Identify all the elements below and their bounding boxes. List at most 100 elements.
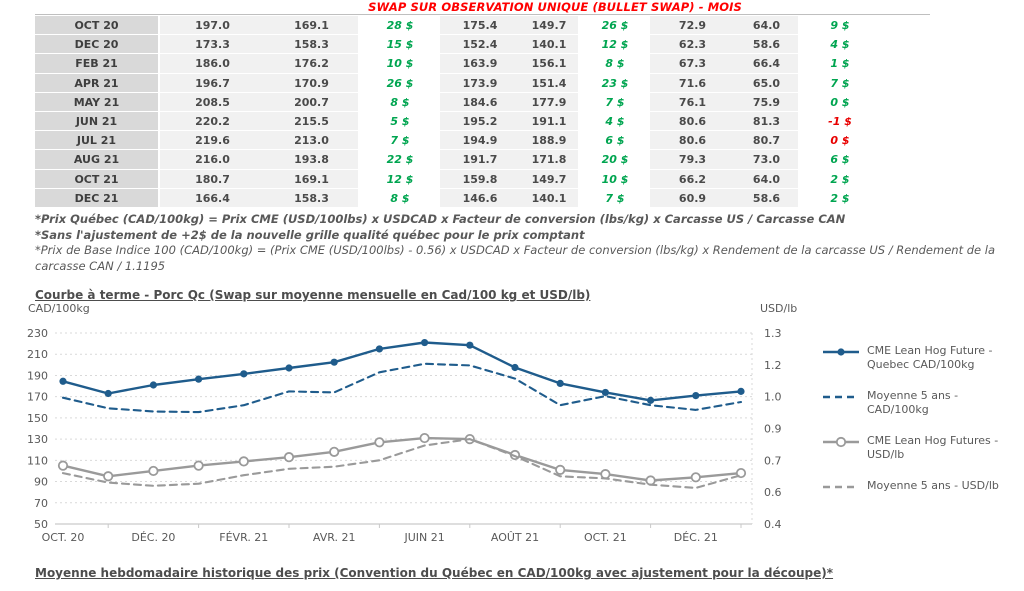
x-axis-tick-label: OCT. 21	[584, 531, 627, 544]
value-cell: 194.9	[440, 131, 520, 151]
diff-cell: 12 $	[580, 35, 650, 55]
month-cell: FEB 21	[35, 54, 160, 74]
legend-item-3: Moyenne 5 ans - USD/lb	[822, 479, 1014, 493]
value-cell: 171.8	[520, 150, 580, 170]
spacer-cell	[880, 111, 930, 132]
value-cell: 64.0	[735, 169, 800, 189]
value-cell: 75.9	[735, 92, 800, 112]
value-cell: 140.1	[520, 188, 580, 208]
value-cell: 180.7	[160, 169, 265, 189]
spacer-cell	[880, 92, 930, 112]
value-cell: 169.1	[265, 16, 360, 36]
spacer-cell	[880, 35, 930, 55]
right-axis-title: USD/lb	[760, 302, 797, 315]
diff-cell: 6 $	[800, 150, 880, 170]
value-cell: 195.2	[440, 111, 520, 132]
series-marker	[148, 465, 159, 477]
month-cell: DEC 20	[35, 35, 160, 55]
value-cell: 186.0	[160, 54, 265, 74]
swap-table: OCT 20 197.0 169.1 28 $175.4 149.7 26 $72.9 64…	[35, 16, 930, 208]
month-cell: JUL 21	[35, 131, 160, 151]
footnote-prix-quebec: *Prix Québec (CAD/100kg) = Prix CME (USD…	[35, 212, 846, 226]
series-line-0	[61, 341, 743, 402]
diff-cell: 26 $	[580, 16, 650, 36]
spacer-cell	[880, 188, 930, 208]
series-marker	[511, 363, 519, 372]
value-cell: 215.5	[265, 111, 360, 132]
footnotes-block: *Prix Québec (CAD/100kg) = Prix CME (USD…	[35, 212, 1010, 274]
title-divider	[35, 14, 930, 15]
value-cell: 156.1	[520, 54, 580, 74]
series-marker	[601, 388, 610, 397]
series-marker	[193, 460, 204, 471]
legend-label: Moyenne 5 ans - USD/lb	[867, 479, 999, 492]
value-cell: 149.7	[520, 16, 580, 36]
chart-canvas: 230 210 190 170 150 130 110 90 70 50 1.3 1.2 1.0 0.9 0…	[27, 302, 797, 544]
bottom-section-title: Moyenne hebdomadaire historique des prix…	[35, 566, 834, 580]
diff-cell: 7 $	[800, 73, 880, 93]
value-cell: 79.3	[650, 150, 735, 170]
month-cell: APR 21	[35, 73, 160, 93]
left-axis-title: CAD/100kg	[28, 302, 90, 315]
diff-cell: -1 $	[800, 111, 880, 132]
footnote-ajustement: *Sans l'ajustement de +2$ de la nouvelle…	[35, 227, 585, 242]
value-cell: 58.6	[735, 35, 800, 55]
diff-cell: 6 $	[580, 131, 650, 151]
left-axis-tick-label: 90	[34, 476, 48, 489]
legend-label: CME Lean Hog Future - Quebec CAD/100kg	[867, 344, 993, 371]
series-marker	[645, 475, 656, 486]
right-axis-tick-label: 1.3	[764, 327, 782, 340]
value-cell: 152.4	[440, 35, 520, 55]
left-axis-tick-label: 170	[27, 391, 48, 404]
diff-cell: 0 $	[800, 131, 880, 151]
series-marker	[600, 469, 611, 480]
value-cell: 81.3	[735, 111, 800, 132]
value-cell: 151.4	[520, 73, 580, 93]
value-cell: 220.2	[160, 111, 265, 132]
value-cell: 58.6	[735, 188, 800, 208]
value-cell: 170.9	[265, 73, 360, 93]
spacer-cell	[880, 169, 930, 189]
diff-cell: 5 $	[360, 111, 440, 132]
x-axis-tick-label: DÉC. 21	[674, 531, 718, 544]
right-axis-tick-label: 0.4	[764, 518, 782, 531]
series-marker	[374, 437, 385, 448]
series-marker	[285, 364, 293, 372]
left-axis-tick-label: 70	[34, 497, 48, 510]
value-cell: 158.3	[265, 188, 360, 208]
series-marker	[240, 370, 248, 378]
value-cell: 73.0	[735, 150, 800, 170]
left-axis-tick-label: 210	[27, 348, 48, 361]
diff-cell: 8 $	[360, 188, 440, 208]
right-axis-tick-label: 0.7	[764, 454, 782, 467]
value-cell: 175.4	[440, 16, 520, 36]
series-marker	[238, 456, 249, 467]
series-line-3	[61, 438, 743, 489]
spacer-cell	[880, 150, 930, 170]
spacer-cell	[880, 16, 930, 36]
legend-line-sample	[823, 485, 859, 489]
month-cell: JUN 21	[35, 111, 160, 132]
value-cell: 191.1	[520, 111, 580, 132]
value-cell: 62.3	[650, 35, 735, 55]
series-marker	[737, 387, 745, 395]
series-marker	[556, 379, 564, 388]
forward-curve-chart: 230 210 190 170 150 130 110 90 70 50 1.3 1.2 1.0 0.9 0…	[0, 296, 1024, 558]
value-cell: 208.5	[160, 92, 265, 112]
series-marker	[195, 375, 203, 383]
diff-cell: 10 $	[580, 169, 650, 189]
diff-cell: 4 $	[580, 111, 650, 132]
series-marker	[466, 341, 474, 349]
value-cell: 188.9	[520, 131, 580, 151]
series-marker	[421, 338, 429, 347]
value-cell: 200.7	[265, 92, 360, 112]
diff-cell: 15 $	[360, 35, 440, 55]
value-cell: 66.4	[735, 54, 800, 74]
value-cell: 191.7	[440, 150, 520, 170]
legend-item-0: CME Lean Hog Future - Quebec CAD/100kg	[822, 344, 1014, 372]
left-axis-tick-label: 190	[27, 369, 48, 382]
x-axis-tick-label: DÉC. 20	[131, 531, 175, 544]
value-cell: 67.3	[650, 54, 735, 74]
diff-cell: 2 $	[800, 169, 880, 189]
series-marker	[330, 358, 338, 366]
